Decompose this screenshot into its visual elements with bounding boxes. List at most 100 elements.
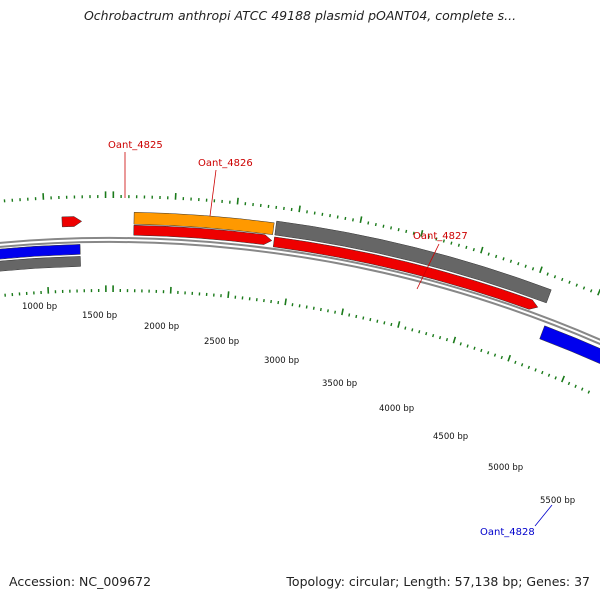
tick-mark [495,254,498,259]
tick-mark [334,310,337,314]
leader-line [534,504,553,527]
tick-mark [341,308,344,316]
tick-mark [435,237,438,241]
tick-mark [580,387,584,391]
gene-grey-outer[interactable] [274,220,552,304]
tick-mark [359,216,363,224]
tick-mark [390,226,393,230]
tick-mark [546,272,549,276]
bp-label: 5500 bp [540,496,575,506]
gene-label-oant-4825[interactable]: Oant_4825 [108,140,163,151]
tick-mark [397,228,400,232]
tick-mark [418,330,421,334]
topology-summary: Topology: circular; Length: 57,138 bp; G… [286,574,590,589]
tick-mark [509,259,513,263]
gene-blue-left[interactable] [0,244,81,272]
tick-mark [554,376,557,380]
tick-mark [411,328,414,332]
gene-features[interactable] [0,211,600,365]
tick-mark [480,246,484,254]
backbone-gap [0,239,600,343]
tick-mark [541,370,544,375]
tick-mark [227,291,230,299]
tick-mark [321,212,324,216]
bp-scale-labels: 1000 bp 1500 bp 2000 bp 2500 bp 3000 bp … [22,302,575,506]
bp-label: 3500 bp [322,379,357,389]
tick-mark [507,354,512,362]
gene-label-oant-4827[interactable]: Oant_4827 [413,231,468,242]
tick-mark [355,314,358,319]
gene-oant-4826[interactable] [133,211,275,235]
tick-mark [425,332,428,336]
tick-mark [487,252,490,256]
gene-oant-4827[interactable] [272,236,539,310]
gene-oant-4826-strand[interactable] [133,224,273,245]
tick-mark [553,275,557,279]
tick-mark [284,298,287,306]
bp-label: 4000 bp [379,404,414,414]
tick-mark [329,214,331,218]
bp-label: 2000 bp [144,322,179,332]
tick-mark [305,305,308,309]
tick-mark [420,229,424,237]
tick-mark [575,283,578,287]
tick-mark [327,309,329,313]
tick-mark [480,348,483,353]
tick-mark [547,373,551,377]
gene-label-leaders [124,152,553,527]
inner-tick-ring [4,285,591,394]
tick-mark [374,222,377,227]
gene-label-oant-4826[interactable]: Oant_4826 [198,158,253,169]
tick-mark [473,346,476,350]
tick-mark [561,375,566,383]
tick-mark [382,224,385,228]
tick-mark [432,333,435,338]
tick-mark [450,241,453,245]
tick-mark [362,316,365,320]
tick-mark [405,229,408,234]
tick-mark [524,264,527,268]
tick-mark [568,280,571,284]
tick-mark [427,235,430,239]
tick-mark [369,317,372,322]
tick-mark [445,338,449,342]
tick-mark [514,360,517,364]
tick-mark [236,197,239,205]
tick-mark [459,342,462,346]
bp-label: 5000 bp [488,463,523,473]
tick-mark [298,205,301,213]
tick-mark [517,262,520,266]
tick-mark [527,365,531,370]
tick-mark [567,381,571,386]
tick-mark [352,218,354,222]
outer-tick-ring [3,191,600,296]
tick-mark [390,322,393,327]
tick-mark [442,239,445,243]
tick-mark [500,355,503,360]
tick-mark [520,363,524,367]
bp-label: 3000 bp [264,356,299,366]
accession-text: Accession: NC_009672 [9,574,152,589]
tick-mark [452,336,457,344]
tick-mark [472,247,475,252]
map-title: Ochrobactrum anthropi ATCC 49188 plasmid… [83,8,517,23]
gene-oant-4828[interactable] [539,325,600,365]
tick-mark [589,289,593,293]
tick-mark [348,313,351,317]
gene-grey-left[interactable] [0,256,81,284]
tick-mark [397,321,401,328]
tick-mark [367,221,370,225]
gene-oant-4825[interactable] [61,216,83,228]
tick-mark [487,351,490,355]
tick-mark [466,344,469,348]
plasmid-backbone [0,237,600,346]
tick-mark [531,267,535,271]
tick-mark [493,353,497,357]
tick-mark [539,266,543,274]
tick-mark [312,306,315,310]
gene-label-oant-4828[interactable]: Oant_4828 [480,527,535,538]
gene-labels[interactable]: Oant_4825 Oant_4826 Oant_4827 Oant_4828 [108,140,535,538]
tick-mark [336,215,339,219]
